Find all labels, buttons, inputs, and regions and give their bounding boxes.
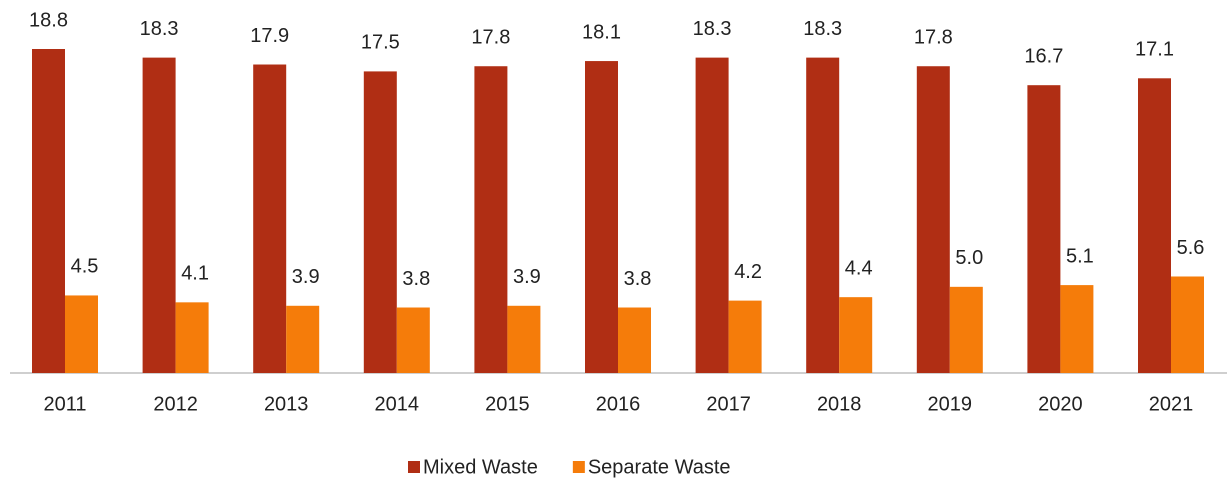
bar (585, 61, 618, 373)
data-label: 17.5 (361, 32, 400, 54)
bar (618, 307, 651, 373)
data-label: 4.5 (71, 256, 99, 278)
bar (65, 295, 98, 373)
x-tick-label: 2020 (1038, 393, 1083, 415)
data-label: 3.9 (513, 266, 541, 288)
legend-swatch (572, 461, 585, 473)
bar (1138, 78, 1171, 373)
bar (1060, 285, 1094, 373)
bar (695, 57, 729, 374)
bar (286, 305, 320, 373)
bar (142, 57, 176, 374)
x-tick-label: 2013 (264, 393, 309, 415)
data-label: 5.0 (955, 247, 983, 269)
data-label: 17.1 (1135, 39, 1174, 61)
x-tick-label: 2019 (928, 393, 973, 415)
bar (363, 71, 397, 373)
x-tick-label: 2014 (375, 393, 420, 415)
bar (253, 64, 287, 374)
data-label: 5.6 (1177, 237, 1205, 259)
bar (916, 66, 950, 373)
data-label: 5.1 (1066, 245, 1094, 267)
legend-label: Separate Waste (588, 456, 731, 478)
data-label: 3.9 (292, 266, 320, 288)
bar (1027, 85, 1061, 373)
data-label: 18.3 (803, 18, 842, 40)
x-tick-label: 2021 (1149, 393, 1194, 415)
x-tick-label: 2012 (153, 393, 198, 415)
data-label: 17.8 (471, 27, 510, 49)
bar (839, 297, 873, 373)
bar (396, 307, 430, 373)
x-tick-label: 2018 (817, 393, 862, 415)
data-label: 4.1 (181, 263, 209, 285)
legend-swatch (408, 461, 420, 473)
data-label: 18.8 (29, 9, 68, 31)
bar (1171, 276, 1204, 373)
data-label: 3.8 (402, 268, 430, 290)
legend-label: Mixed Waste (423, 456, 538, 478)
data-label: 17.9 (250, 25, 289, 47)
bar (949, 286, 983, 373)
data-label: 3.8 (624, 268, 652, 290)
data-label: 4.4 (845, 257, 873, 279)
x-tick-label: 2016 (596, 393, 641, 415)
x-tick-label: 2017 (706, 393, 751, 415)
bar (32, 49, 65, 373)
data-label: 18.1 (582, 21, 621, 43)
data-label: 18.3 (140, 18, 179, 40)
data-label: 16.7 (1024, 45, 1063, 67)
bar (175, 302, 209, 373)
bar (507, 305, 541, 373)
x-tick-label: 2011 (43, 393, 86, 415)
data-label: 4.2 (734, 261, 762, 283)
x-tick-label: 2015 (485, 393, 530, 415)
data-label: 18.3 (693, 18, 732, 40)
bar (728, 300, 762, 373)
data-label: 17.8 (914, 27, 953, 49)
bar (474, 66, 508, 373)
bar (806, 57, 840, 374)
